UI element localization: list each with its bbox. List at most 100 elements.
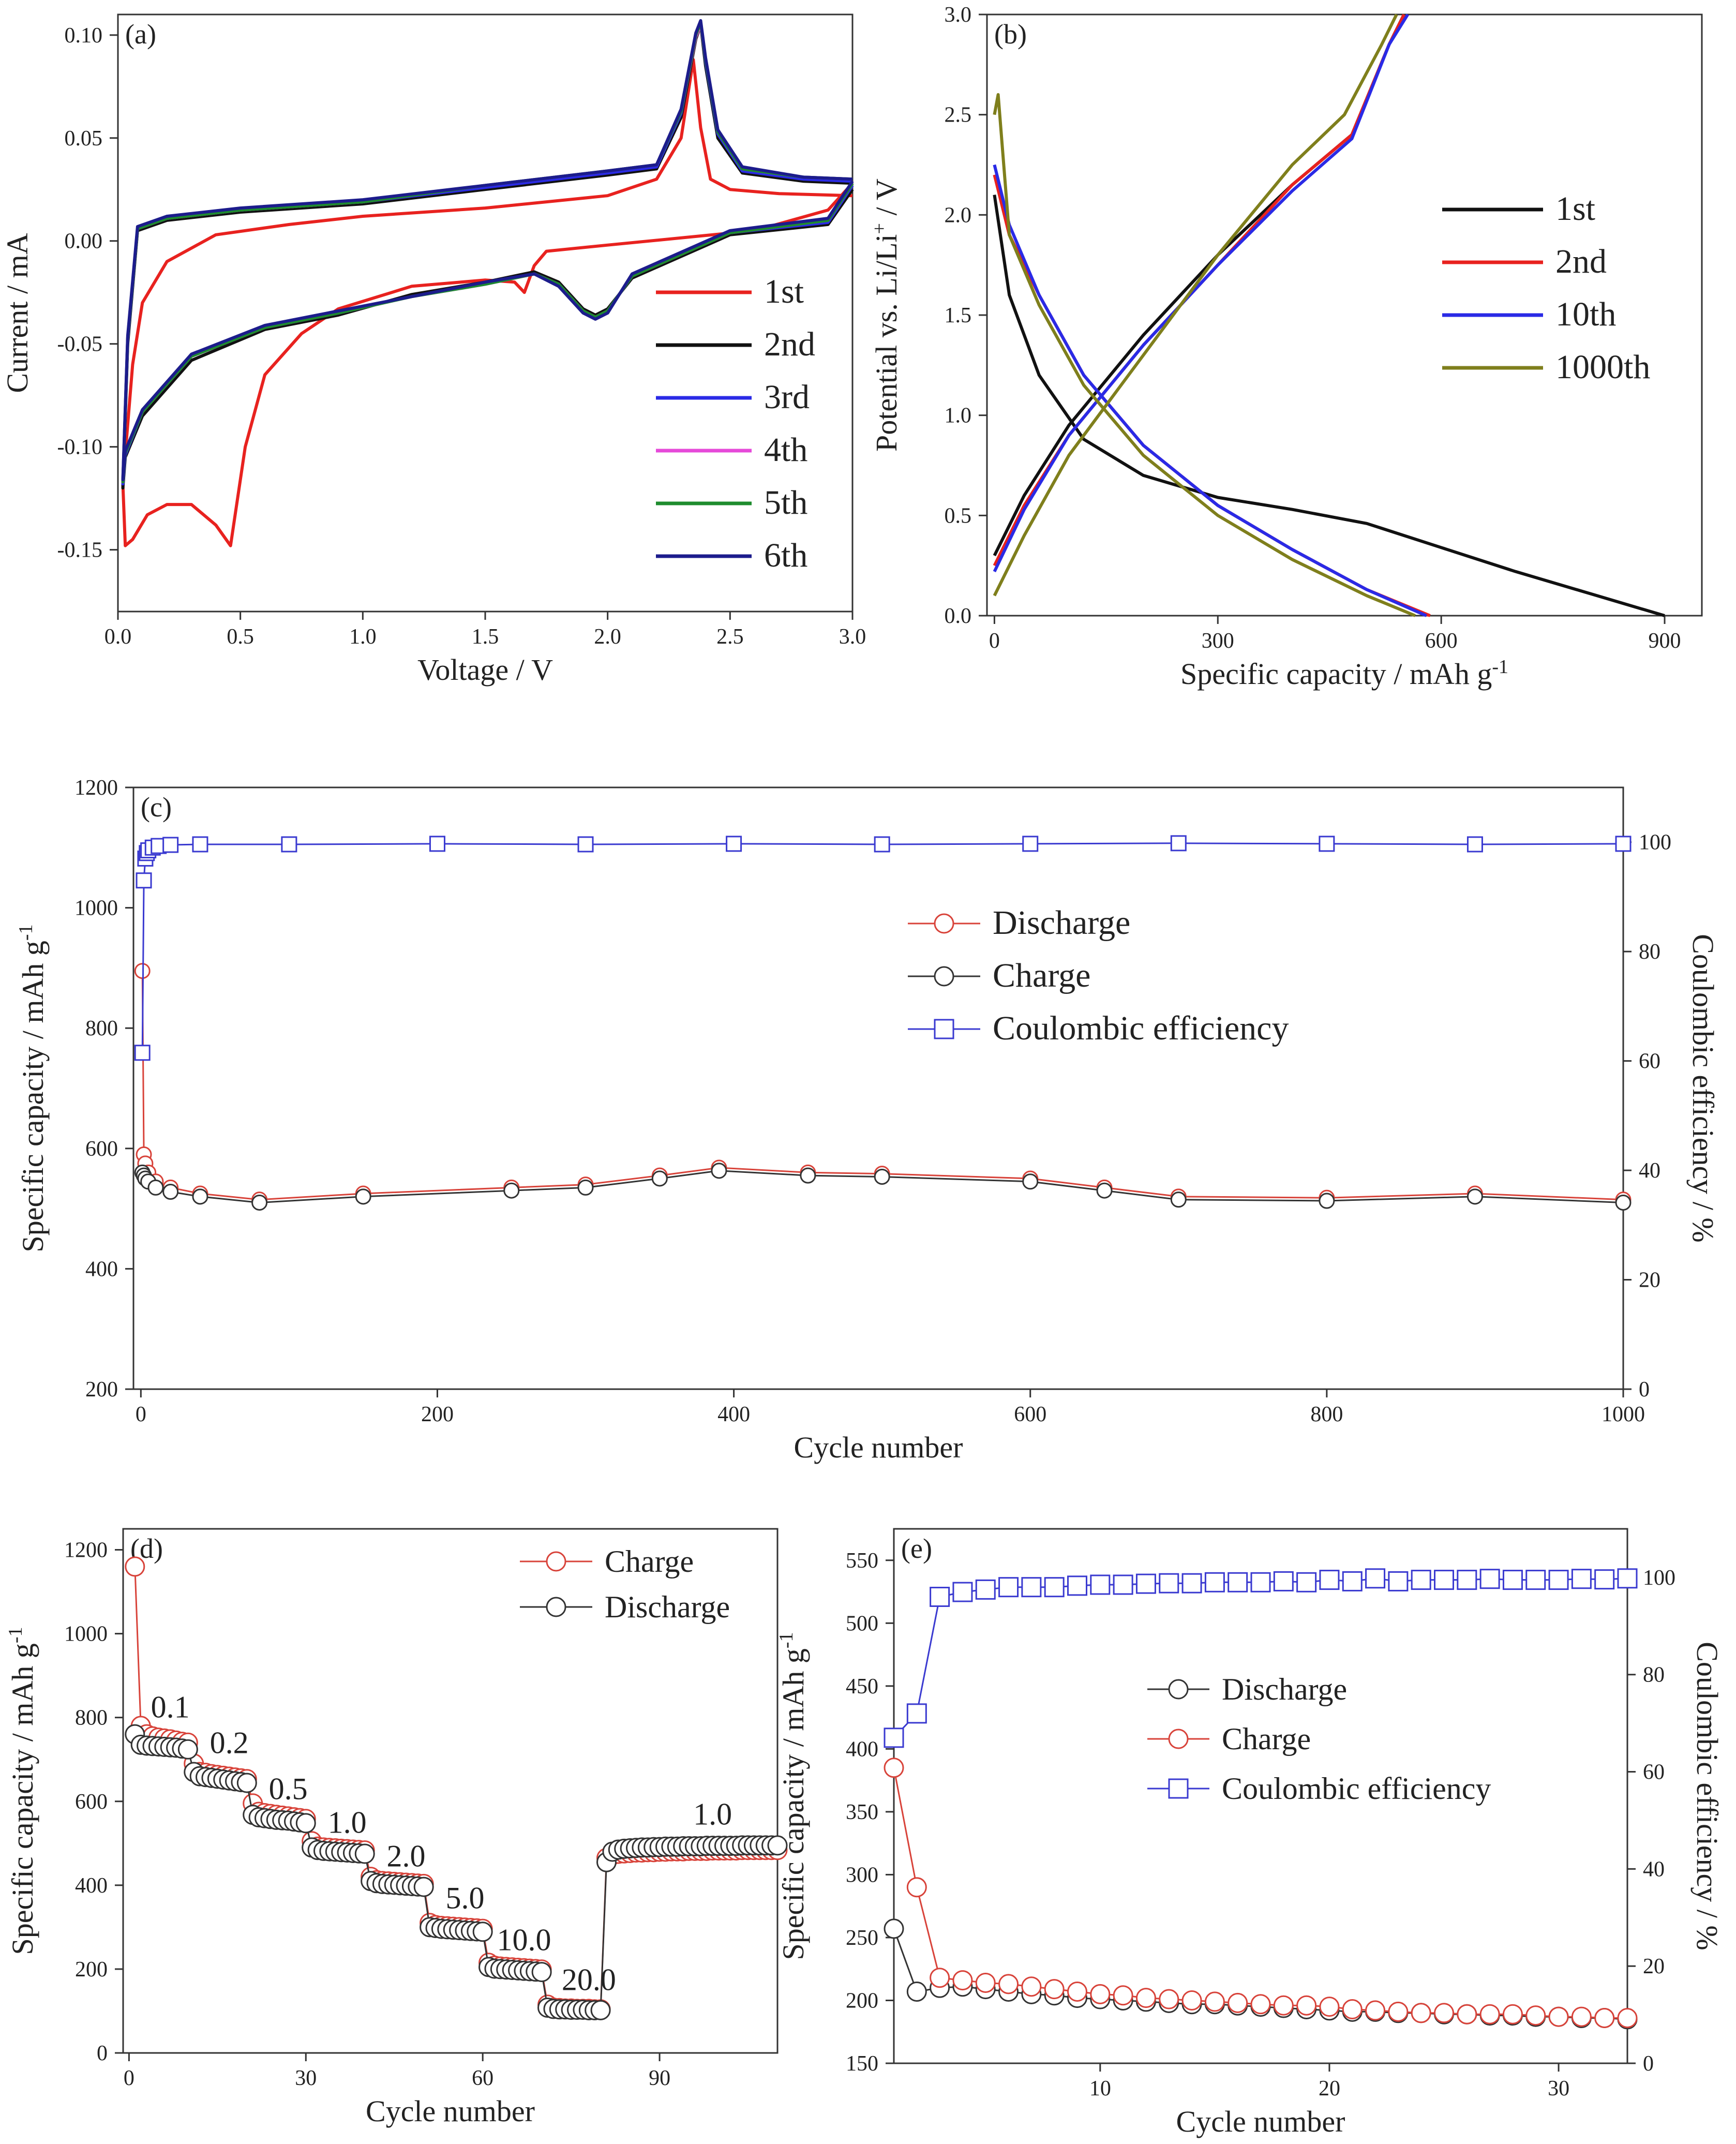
x-tick-label: 60 [472, 2066, 493, 2090]
y-tick-label: 3.0 [945, 3, 972, 27]
y-tick-label: 200 [75, 1958, 108, 1982]
data-point-Charge [1044, 1979, 1065, 2000]
data-point-Charge [1170, 1192, 1187, 1208]
y-tick-label: 300 [846, 1863, 878, 1887]
legend-label: Discharge [993, 904, 1130, 942]
data-point-Coulombic efficiency [1319, 1570, 1340, 1590]
panel-c: 0 200 400 600 800 1000 200 400 600 800 1000 1200 0 20… [15, 776, 1720, 1464]
legend-e: Discharge Charge Coulombic efficiency [1147, 1672, 1491, 1806]
data-point-Coulombic efficiency [136, 872, 152, 889]
data-point-Coulombic efficiency [1617, 1568, 1638, 1589]
y-tick-label: 2.5 [945, 103, 972, 127]
data-point-Coulombic efficiency [1525, 1570, 1546, 1590]
series-line-2nd [121, 23, 854, 490]
data-point-Charge [800, 1167, 816, 1184]
data-point-Charge [1617, 2007, 1638, 2028]
x-tick-label: 20 [1319, 2077, 1340, 2101]
legend-marker [546, 1551, 566, 1572]
data-point-Charge [192, 1188, 208, 1205]
data-point-Charge [1135, 1988, 1156, 2008]
panel-a: 0.0 0.5 1.0 1.5 2.0 2.5 3.0 -0.15 -0.10 -0.05 0.00… [1, 13, 866, 687]
data-point-Coulombic efficiency [1548, 1570, 1569, 1590]
data-point-Coulombic efficiency [1466, 836, 1483, 853]
legend-marker [934, 966, 954, 987]
series-line-1000th [993, 93, 1416, 617]
series-line-1st [121, 58, 854, 547]
y-tick-label: -0.15 [57, 539, 103, 562]
x-tick-label: 400 [717, 1403, 750, 1426]
series-line-4th [121, 23, 854, 484]
legend-label: 6th [764, 537, 807, 574]
data-point-Coulombic efficiency [884, 1728, 904, 1748]
y-tick-label: 450 [846, 1675, 878, 1699]
data-point-Charge [651, 1170, 668, 1187]
y-tick-label: 350 [846, 1800, 878, 1824]
x-tick-label: 0 [124, 2066, 134, 2090]
y-tick-label: 150 [846, 2052, 878, 2076]
series-line-charge-2nd [993, 13, 1405, 567]
x-tick-label: 800 [1310, 1403, 1343, 1426]
data-point-Coulombic efficiency [1250, 1572, 1271, 1592]
data-point-Coulombic efficiency [1594, 1569, 1615, 1590]
series-group-e [884, 1568, 1638, 2030]
y2-tick-label: 100 [1639, 831, 1671, 855]
data-point-Discharge [354, 1843, 375, 1864]
series-line-Discharge [141, 971, 1624, 1201]
x-tick-label: 200 [421, 1403, 454, 1426]
data-point-Charge [975, 1972, 996, 1993]
panel-e: 10 20 30 150 200 250 300 350 400 450 500 550 0 20 40 60… [775, 1528, 1724, 2138]
y2-tick-label: 80 [1643, 1663, 1665, 1687]
rate-label: 10.0 [497, 1923, 551, 1957]
data-point-Charge [125, 1556, 145, 1577]
x-axis-title: Specific capacity / mAh g-1 [1180, 656, 1508, 691]
data-point-Charge [998, 1974, 1019, 1994]
y2-tick-label: 100 [1643, 1566, 1675, 1590]
data-point-Coulombic efficiency [1228, 1572, 1248, 1592]
y-tick-label: 0 [97, 2042, 108, 2065]
rate-label: 0.5 [269, 1772, 308, 1806]
plot-frame-a [117, 13, 854, 613]
data-point-Coulombic efficiency [192, 836, 208, 853]
data-point-Discharge [884, 1918, 904, 1939]
data-point-Charge [1296, 1995, 1317, 2016]
data-point-Charge [147, 1179, 164, 1196]
y2-axis-title: Coulombic efficiency / % [1690, 1642, 1724, 1950]
series-line-1st [993, 195, 1665, 617]
data-point-Coulombic efficiency [1342, 1571, 1363, 1591]
data-point-Charge [1204, 1991, 1225, 2012]
y-axis-title: Specific capacity / mAh g-1 [15, 924, 50, 1252]
data-point-Coulombic efficiency [1457, 1570, 1477, 1590]
y-tick-label: 800 [85, 1017, 118, 1040]
legend-label: 2nd [764, 325, 815, 363]
data-point-Charge [1228, 1992, 1248, 2013]
y2-tick-label: 0 [1639, 1378, 1650, 1402]
data-point-Charge [884, 1758, 904, 1778]
data-point-Coulombic efficiency [1411, 1570, 1431, 1590]
data-point-Discharge [295, 1813, 316, 1834]
series-line-charge-10th [993, 13, 1409, 573]
data-point-Charge [1457, 2004, 1477, 2024]
legend-label: Discharge [605, 1590, 730, 1624]
x-tick-label: 3.0 [839, 625, 866, 649]
data-point-Coulombic efficiency [1365, 1568, 1386, 1589]
x-tick-label: 2.5 [716, 625, 744, 649]
data-point-Charge [1479, 2004, 1500, 2024]
data-point-Coulombic efficiency [930, 1586, 950, 1607]
data-point-Charge [1411, 2003, 1431, 2023]
data-point-Coulombic efficiency [1479, 1569, 1500, 1589]
plot-frame-d [122, 1528, 779, 2054]
data-point-Coulombic efficiency [975, 1579, 996, 1600]
series-line-6th [121, 19, 854, 482]
data-point-Charge [1319, 1193, 1335, 1209]
legend-marker [1168, 1729, 1189, 1749]
legend-label: Charge [1222, 1722, 1311, 1756]
legend-label: Charge [993, 957, 1090, 994]
series-line-2nd [993, 174, 1431, 617]
y-tick-label: 0.0 [945, 604, 972, 628]
x-tick-label: 1000 [1602, 1403, 1645, 1426]
y2-tick-label: 60 [1643, 1761, 1665, 1784]
y-axis-title: Potential vs. Li/Li+ / V [869, 178, 903, 452]
data-point-Coulombic efficiency [952, 1582, 973, 1602]
legend-label: Coulombic efficiency [1222, 1771, 1491, 1806]
